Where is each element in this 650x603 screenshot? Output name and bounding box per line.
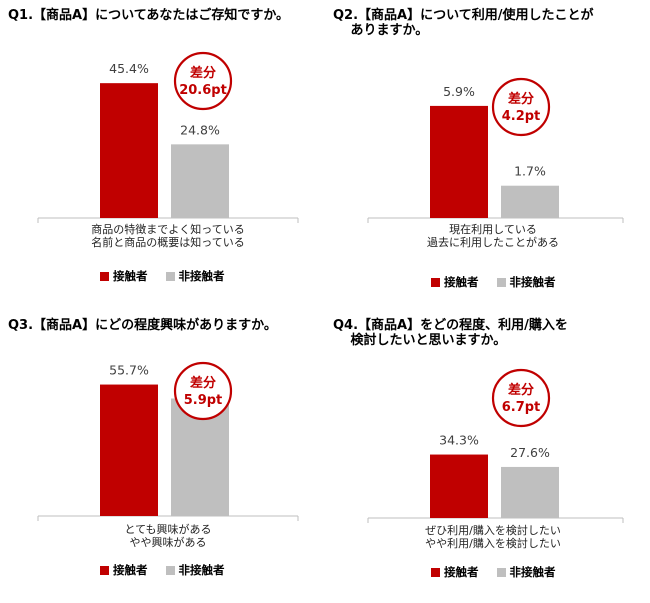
bar-contact <box>430 454 488 518</box>
category-label: 現在利用している 過去に利用したことがある <box>427 223 559 249</box>
diff-badge-circle <box>173 51 233 111</box>
legend-label-contact: 接触者 <box>444 275 479 289</box>
bar-contact <box>100 384 158 516</box>
legend-label-noncontact: 非接触者 <box>178 269 225 283</box>
data-label: 5.9% <box>443 84 475 99</box>
legend-swatch-noncontact <box>496 277 506 287</box>
data-label: 55.7% <box>109 363 149 378</box>
legend-label-contact: 接触者 <box>113 269 148 283</box>
diff-badge-value: 5.9pt <box>184 393 223 408</box>
category-label: とても興味がある やや興味がある <box>124 523 212 549</box>
diff-badge-label: 差分 <box>190 375 216 391</box>
bar-chart-svg: 34.3% 27.6% 差分 6.7pt <box>367 368 624 523</box>
diff-badge-circle <box>173 361 233 421</box>
legend-swatch-noncontact <box>165 565 175 575</box>
data-label: 27.6% <box>510 445 550 460</box>
data-label: 24.8% <box>180 122 220 137</box>
diff-badge-circle <box>491 368 551 428</box>
legend: 接触者 非接触者 <box>431 274 556 290</box>
bar-chart-svg: 45.4% 24.8% 差分 20.6pt <box>37 51 299 223</box>
legend-swatch-noncontact <box>165 271 175 281</box>
legend: 接触者 非接触者 <box>100 268 225 284</box>
chart-panel-q2: Q2.【商品A】について利用/使用したことが ありますか。 5.9% 1.7% 差分… <box>333 8 650 293</box>
chart-panel-q1: Q1.【商品A】についてあなたはご存知ですか。 45.4% 24.8% 差分 20.6… <box>8 8 328 293</box>
legend-label-contact: 接触者 <box>444 565 479 579</box>
bar-noncontact <box>501 466 559 518</box>
diff-badge-value: 20.6pt <box>179 83 227 98</box>
legend-label-contact: 接触者 <box>113 563 148 577</box>
category-label: 商品の特徴までよく知っている 名前と商品の概要は知っている <box>91 223 245 249</box>
data-label: 1.7% <box>514 164 546 179</box>
bar-contact <box>430 105 488 218</box>
diff-badge-value: 6.7pt <box>502 400 541 415</box>
question-title: Q2.【商品A】について利用/使用したことが ありますか。 <box>333 8 594 38</box>
legend-label-noncontact: 非接触者 <box>509 275 556 289</box>
legend-item-contact: 接触者 <box>431 564 479 580</box>
bar-contact <box>100 83 158 218</box>
chart-panel-q4: Q4.【商品A】をどの程度、利用/購入を 検討したいと思いますか。 34.3% 2… <box>333 318 650 603</box>
bar-chart-svg: 55.7%49.8%差分5.9pt <box>37 361 299 521</box>
bar-noncontact <box>501 185 559 218</box>
chart-panel-q3: Q3.【商品A】にどの程度興味がありますか。 55.7%49.8%差分5.9pt… <box>8 318 328 603</box>
legend-item-noncontact: 非接触者 <box>165 268 225 284</box>
legend-swatch-noncontact <box>496 567 506 577</box>
diff-badge-label: 差分 <box>508 382 534 398</box>
diff-badge-circle <box>491 77 551 137</box>
legend-item-noncontact: 非接触者 <box>496 274 556 290</box>
legend-swatch-contact <box>431 277 440 287</box>
question-title: Q1.【商品A】についてあなたはご存知ですか。 <box>8 8 290 23</box>
question-title: Q4.【商品A】をどの程度、利用/購入を 検討したいと思いますか。 <box>333 318 568 348</box>
diff-badge-label: 差分 <box>190 65 216 81</box>
legend-item-contact: 接触者 <box>100 268 148 284</box>
diff-badge-label: 差分 <box>508 91 534 107</box>
data-label: 45.4% <box>109 61 149 76</box>
legend-swatch-contact <box>100 565 109 575</box>
question-title: Q3.【商品A】にどの程度興味がありますか。 <box>8 318 277 333</box>
legend-item-noncontact: 非接触者 <box>165 562 225 578</box>
legend: 接触者 非接触者 <box>431 564 556 580</box>
legend: 接触者 非接触者 <box>100 562 225 578</box>
legend-item-noncontact: 非接触者 <box>496 564 556 580</box>
bar-noncontact <box>171 144 229 218</box>
legend-label-noncontact: 非接触者 <box>178 563 225 577</box>
bar-chart-svg: 5.9% 1.7% 差分 4.2pt <box>367 77 624 223</box>
legend-item-contact: 接触者 <box>431 274 479 290</box>
legend-swatch-contact <box>100 271 109 281</box>
category-label: ぜひ利用/購入を検討したい やや利用/購入を検討したい <box>425 524 561 550</box>
legend-item-contact: 接触者 <box>100 562 148 578</box>
legend-swatch-contact <box>431 567 440 577</box>
legend-label-noncontact: 非接触者 <box>509 565 556 579</box>
data-label: 34.3% <box>439 433 479 448</box>
diff-badge-value: 4.2pt <box>502 109 541 124</box>
